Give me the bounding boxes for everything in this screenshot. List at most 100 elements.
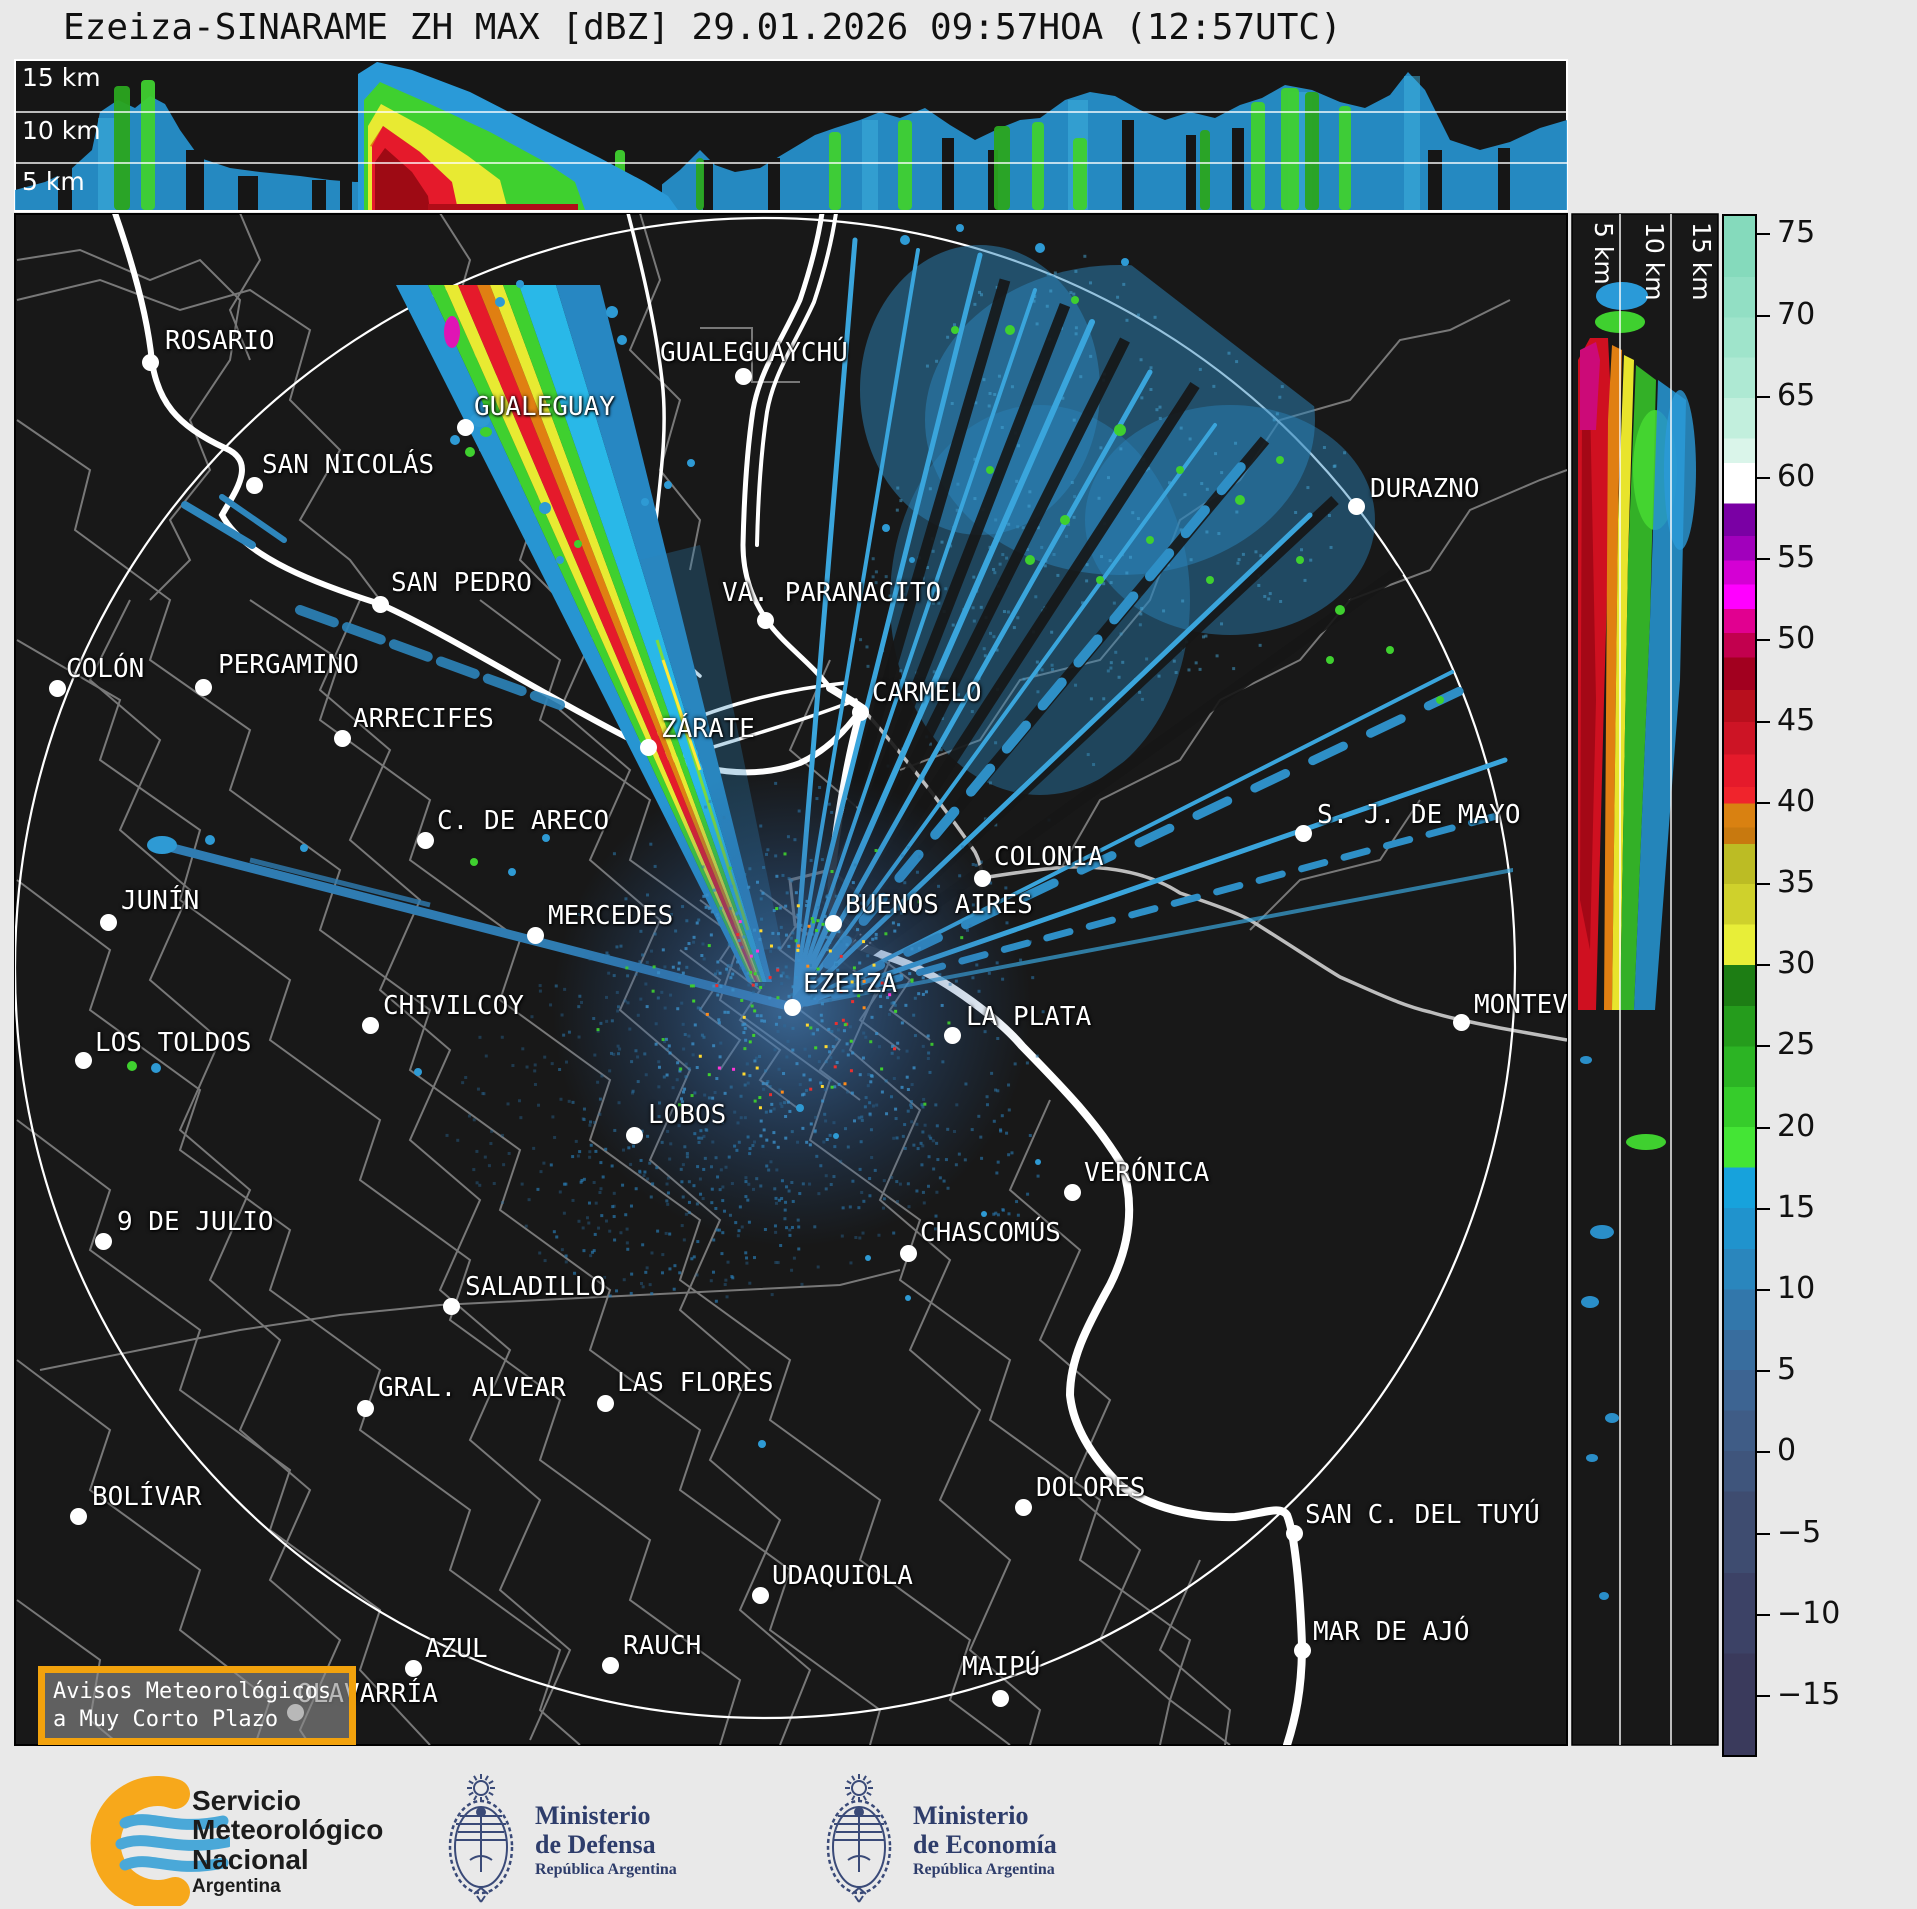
city-dot — [1294, 1642, 1311, 1659]
city-label: SAN PEDRO — [391, 568, 532, 598]
city-label: ROSARIO — [165, 326, 275, 356]
city-dot — [405, 1660, 422, 1677]
smn-logo-icon — [90, 1776, 230, 1906]
city-label: COLÓN — [66, 654, 145, 684]
colorbar-tick-label: 65 — [1777, 377, 1816, 413]
city-dot — [852, 704, 869, 721]
city-label: GUALEGUAYCHÚ — [660, 338, 848, 368]
city-label: BUENOS AIRES — [845, 890, 1033, 920]
city-dot — [457, 419, 474, 436]
city-label: COLONIA — [994, 842, 1104, 872]
colorbar-tick — [1757, 1289, 1770, 1292]
footer: Servicio Meteorológico Nacional Argentin… — [0, 1770, 1917, 1909]
colorbar-tick-label: 0 — [1777, 1433, 1797, 1469]
city-dot — [95, 1233, 112, 1250]
city-dot — [1453, 1014, 1470, 1031]
alert-box[interactable]: Avisos Meteorológicos a Muy Corto Plazo — [38, 1666, 356, 1745]
altitude-label: 5 km — [1589, 222, 1618, 285]
page-title: Ezeiza-SINARAME ZH MAX [dBZ] 29.01.2026 … — [63, 7, 1342, 48]
alert-line2: a Muy Corto Plazo — [53, 1706, 279, 1732]
city-dot — [100, 914, 117, 931]
city-label: SAN C. DEL TUYÚ — [1305, 1500, 1540, 1530]
city-label: VERÓNICA — [1084, 1158, 1210, 1188]
colorbar-tick-label: 5 — [1777, 1352, 1797, 1388]
map-overlay: ROSARIO SAN NICOLÁS SAN PEDRO GUALEGUAY GUAL… — [15, 214, 1567, 1745]
altitude-label: 5 km — [22, 167, 85, 196]
city-dot — [900, 1245, 917, 1262]
colorbar-tick — [1757, 476, 1770, 479]
city-label: DURAZNO — [1370, 474, 1480, 504]
colorbar-tick — [1757, 1045, 1770, 1048]
city-label: LOBOS — [648, 1100, 727, 1130]
city-label: AZUL — [425, 1634, 488, 1664]
city-dot — [195, 679, 212, 696]
city-label: RAUCH — [623, 1631, 702, 1661]
colorbar-tick — [1757, 558, 1770, 561]
colorbar-tick-label: 15 — [1777, 1189, 1816, 1225]
altitude-label: 15 km — [22, 63, 101, 92]
city-label: CARMELO — [872, 678, 982, 708]
economia-crest-icon — [818, 1772, 900, 1908]
city-dot — [70, 1508, 87, 1525]
city-dot — [362, 1017, 379, 1034]
city-dot — [334, 730, 351, 747]
city-dot — [784, 999, 801, 1016]
city-dot — [992, 1690, 1009, 1707]
city-dot — [372, 596, 389, 613]
colorbar-tick — [1757, 1451, 1770, 1454]
city-dot — [974, 870, 991, 887]
side-echo-layer — [1578, 282, 1696, 1600]
city-label: EZEIZA — [803, 969, 897, 999]
city-label: LOS TOLDOS — [95, 1028, 252, 1058]
city-dot — [1064, 1184, 1081, 1201]
colorbar-tick — [1757, 1613, 1770, 1616]
top-echo-layer — [15, 62, 1567, 210]
city-label: MERCEDES — [548, 901, 674, 931]
colorbar-tick-label: 60 — [1777, 458, 1816, 494]
colorbar-tick — [1757, 233, 1770, 236]
city-label: DOLORES — [1036, 1473, 1146, 1503]
city-label: ARRECIFES — [353, 704, 494, 734]
economia-wordmark: Ministerio de Economía República Argenti… — [913, 1801, 1057, 1879]
city-label: CHASCOMÚS — [920, 1218, 1061, 1248]
city-dot — [75, 1052, 92, 1069]
colorbar-tick-label: 25 — [1777, 1027, 1816, 1063]
city-label: LA PLATA — [966, 1002, 1092, 1032]
city-label: LAS FLORES — [617, 1368, 774, 1398]
colorbar-tick-label: −5 — [1777, 1514, 1822, 1550]
colorbar-tick — [1757, 1695, 1770, 1698]
city-dot — [602, 1657, 619, 1674]
city-dot — [757, 612, 774, 629]
colorbar-tick — [1757, 395, 1770, 398]
colorbar-tick — [1757, 1207, 1770, 1210]
colorbar-tick-label: −10 — [1777, 1595, 1841, 1631]
reflectivity-colorbar — [1722, 214, 1757, 1757]
city-dot — [752, 1587, 769, 1604]
altitude-label: 15 km — [1687, 222, 1716, 301]
city-dot — [443, 1298, 460, 1315]
city-label: GRAL. ALVEAR — [378, 1373, 566, 1403]
city-dot — [246, 477, 263, 494]
city-label: PERGAMINO — [218, 650, 359, 680]
city-label: UDAQUIOLA — [772, 1561, 913, 1591]
colorbar-tick — [1757, 639, 1770, 642]
colorbar-tick — [1757, 1370, 1770, 1373]
city-label: GUALEGUAY — [474, 392, 615, 422]
city-dot — [1286, 1525, 1303, 1542]
city-label: SAN NICOLÁS — [262, 450, 435, 480]
altitude-label: 10 km — [1640, 222, 1669, 301]
city-dot — [597, 1395, 614, 1412]
colorbar-tick — [1757, 314, 1770, 317]
city-dot — [1015, 1499, 1032, 1516]
range-ring — [15, 217, 1516, 1719]
city-dot — [626, 1127, 643, 1144]
city-label: VA. PARANACITO — [722, 578, 942, 608]
city-label: MONTEVIDEO — [1474, 990, 1567, 1020]
city-dot — [640, 739, 657, 756]
city-dot — [944, 1027, 961, 1044]
colorbar-tick — [1757, 720, 1770, 723]
smn-wordmark: Servicio Meteorológico Nacional Argentin… — [192, 1785, 384, 1898]
city-dot — [142, 354, 159, 371]
colorbar-tick — [1757, 801, 1770, 804]
